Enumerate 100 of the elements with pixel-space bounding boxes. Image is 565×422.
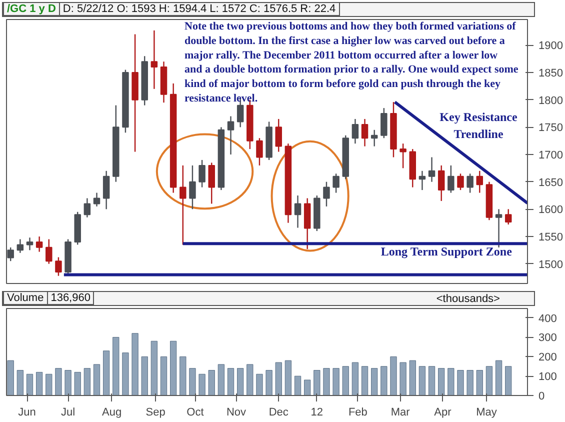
bar: [7, 360, 14, 396]
annotation: Long Term Support Zone: [380, 244, 513, 258]
candlestick: [400, 142, 406, 169]
candlestick: [418, 170, 426, 191]
candlestick: [380, 107, 388, 139]
bar: [466, 370, 474, 396]
bar: [332, 368, 340, 396]
candlestick: [476, 170, 484, 194]
bar: [55, 368, 62, 396]
candlestick: [361, 118, 368, 147]
y-tick-label: 1600: [538, 204, 563, 216]
bar: [352, 362, 359, 396]
bar: [323, 368, 330, 396]
candlestick: [36, 236, 43, 252]
bar: [495, 360, 502, 396]
y-tick-label: 1550: [538, 231, 563, 244]
bar: [284, 360, 292, 396]
x-tick-label: Feb: [348, 406, 368, 418]
bar: [418, 366, 426, 396]
bar: [218, 364, 225, 396]
chart-subtitle: 136,960: [46, 291, 94, 305]
bar: [160, 356, 168, 396]
candlestick: [323, 181, 330, 208]
bar: [380, 366, 388, 396]
candlestick: [16, 238, 24, 254]
x-tick-label: Jul: [61, 406, 76, 418]
candlestick: [495, 208, 502, 248]
bar: [102, 350, 110, 396]
bar: [314, 370, 320, 396]
bar: [409, 360, 416, 396]
bar: [141, 356, 148, 396]
candlestick: [275, 118, 282, 152]
bar: [189, 368, 196, 396]
candlestick: [208, 162, 215, 204]
candlestick: [438, 164, 445, 202]
candlestick: [294, 194, 302, 228]
y-tick-label: 1700: [538, 150, 563, 162]
candlestick: [84, 198, 91, 218]
candlestick: [256, 138, 263, 166]
bar: [361, 366, 368, 396]
candlestick: [457, 173, 464, 191]
bar: [428, 366, 436, 396]
bar: [294, 376, 302, 396]
bar: [457, 370, 464, 396]
x-tick-label: Mar: [390, 406, 410, 418]
candlestick: [448, 164, 454, 194]
bar: [122, 352, 129, 396]
bar: [180, 356, 186, 396]
candlestick: [150, 30, 158, 90]
candlestick: [370, 129, 378, 147]
bar: [93, 364, 100, 396]
bar: [438, 368, 445, 396]
y-tick-label: 1650: [538, 176, 563, 189]
x-tick-label: Aug: [102, 406, 122, 418]
candlestick: [428, 156, 436, 182]
bar: [84, 368, 91, 396]
bar: [237, 368, 244, 396]
x-tick-label: Sep: [146, 406, 166, 418]
bar: [505, 366, 512, 396]
y-tick-label: 200: [538, 352, 557, 364]
bar: [275, 362, 282, 396]
bar: [46, 374, 52, 396]
bar: [342, 366, 349, 396]
y-tick-label: 1800: [538, 94, 563, 107]
bar: [170, 340, 177, 396]
bar: [227, 368, 234, 396]
x-tick-label: May: [476, 406, 498, 418]
candlestick: [198, 159, 206, 188]
bar: [266, 370, 272, 396]
y-tick-label: 100: [538, 371, 557, 384]
x-tick-label: 12: [310, 406, 324, 418]
candlestick: [352, 118, 359, 144]
bar: [390, 356, 397, 396]
y-tick-label: 1900: [538, 40, 563, 52]
y-tick-label: 1750: [538, 122, 563, 134]
y-axis-title: <thousands>: [436, 293, 500, 306]
candlestick: [332, 173, 340, 194]
bar: [448, 368, 454, 396]
candlestick: [227, 116, 234, 156]
annotation: Key Resistance Trendline: [440, 110, 518, 141]
candlestick: [46, 238, 52, 264]
candlestick: [102, 170, 110, 210]
y-tick-label: 300: [538, 332, 557, 344]
bar: [74, 372, 81, 396]
candlestick: [180, 164, 186, 246]
y-tick-label: 1500: [538, 258, 563, 271]
bar: [198, 374, 206, 396]
bar: [400, 362, 406, 396]
y-tick-label: 400: [538, 312, 557, 325]
bar: [246, 364, 254, 396]
candlestick: [504, 208, 512, 226]
bar: [112, 336, 120, 396]
candlestick: [93, 192, 100, 208]
bar: [26, 374, 34, 396]
bar: [36, 372, 43, 396]
x-tick-label: Nov: [226, 406, 247, 418]
x-tick-label: Dec: [268, 406, 289, 418]
bar: [256, 374, 263, 396]
bar: [64, 370, 72, 396]
candlestick: [26, 236, 34, 251]
